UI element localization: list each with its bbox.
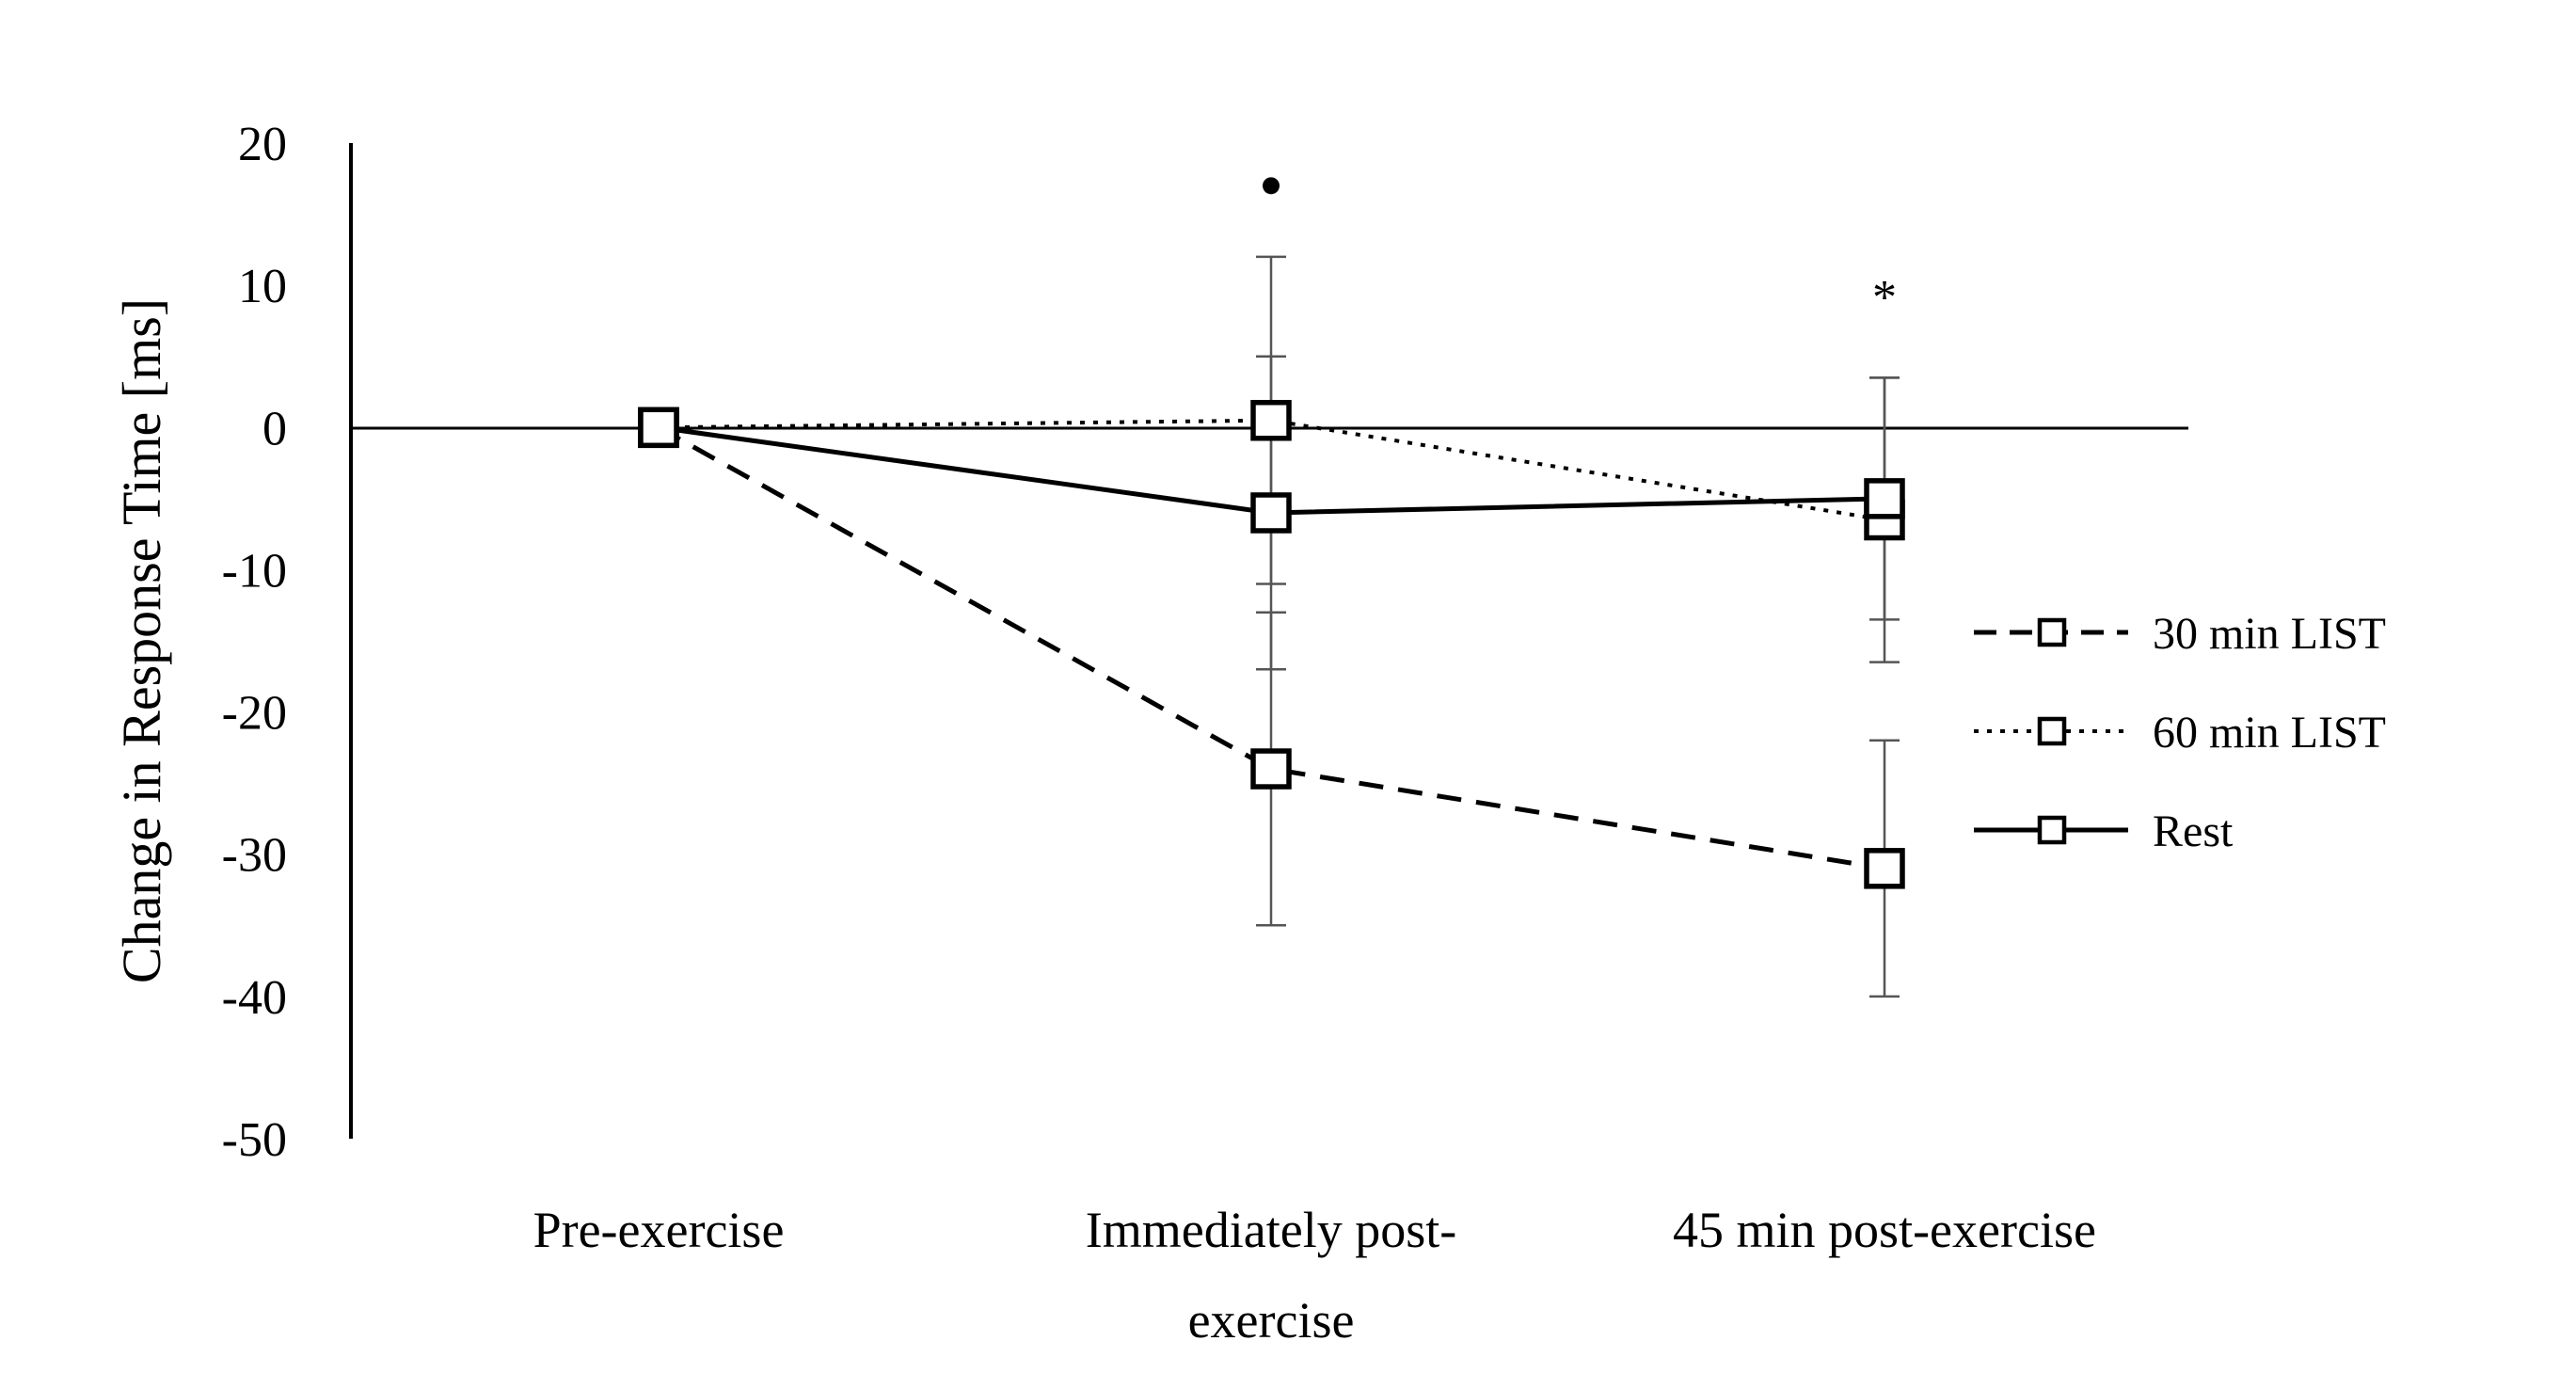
significance-dot	[1263, 177, 1280, 195]
x-category-labels: Pre-exercise Immediately post-exercise 45 …	[533, 1202, 2096, 1349]
y-tick-label: 10	[238, 260, 287, 313]
y-tick-label: -40	[222, 971, 287, 1025]
x-category-label: Pre-exercise	[533, 1202, 785, 1258]
x-category-label: Immediately post-	[1086, 1202, 1456, 1258]
legend-swatch-marker	[2037, 716, 2067, 746]
data-point-marker	[1250, 399, 1292, 441]
legend-label: 30 min LIST	[2153, 609, 2386, 659]
y-tick-label: -20	[222, 687, 287, 741]
y-tick-label: 0	[262, 402, 287, 455]
data-point-marker	[1250, 748, 1292, 790]
x-category-label: exercise	[1188, 1292, 1355, 1349]
legend-label: 60 min LIST	[2153, 708, 2386, 758]
data-point-marker	[1250, 492, 1292, 534]
data-point-marker	[1864, 478, 1905, 519]
data-point-marker	[1864, 848, 1905, 889]
series-markers	[638, 399, 1905, 889]
significance-markers: *	[1263, 177, 1897, 325]
y-tick-label: -10	[222, 544, 287, 598]
significance-asterisk: *	[1872, 271, 1897, 325]
x-category-label: 45 min post-exercise	[1673, 1202, 2096, 1258]
y-tick-label: 20	[238, 118, 287, 171]
series-line	[657, 425, 1885, 871]
legend-swatch-marker	[2037, 815, 2067, 845]
y-tick-labels: 20 10 0 -10 -20 -30 -40 -50	[222, 118, 287, 1167]
y-tick-label: -30	[222, 829, 287, 883]
legend-label: Rest	[2153, 806, 2234, 856]
y-axis-label: Change in Response Time [ms]	[111, 298, 172, 983]
legend: 30 min LIST 60 min LIST Rest	[1974, 609, 2386, 856]
error-bars	[1256, 255, 1900, 998]
data-point-marker	[638, 407, 679, 449]
legend-swatch-marker	[2037, 617, 2067, 647]
y-tick-label: -50	[222, 1113, 287, 1167]
